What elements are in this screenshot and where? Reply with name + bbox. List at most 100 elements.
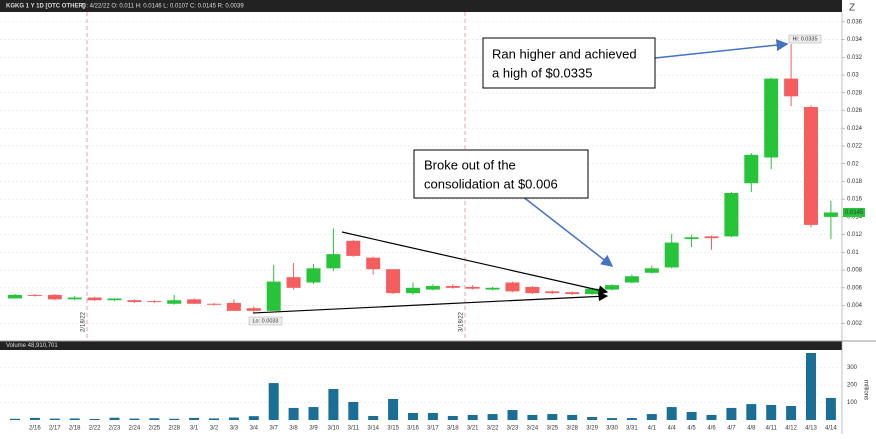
volume-bar [209,418,219,420]
volume-bar [408,413,418,420]
annotation-text: Broke out of the [424,157,516,172]
chart-subtitle: D: 4/22/22 O: 0.011 H: 0.0146 L: 0.0107 … [82,4,244,10]
volume-bar [467,414,478,420]
x-tick-label: 2/24 [129,426,141,432]
last-price-label: 0.0145 [845,210,864,216]
candle-body [465,286,480,289]
candle-body [326,254,341,269]
volume-bar [567,414,578,420]
volume-bar [607,418,617,420]
x-tick-label: 4/5 [687,426,696,432]
candle-body [207,303,221,305]
volume-bar [547,414,558,420]
x-tick-label: 3/3 [230,426,239,432]
x-tick-label: 3/7 [270,426,279,432]
volume-bar [49,418,60,420]
x-tick-label: 3/11 [348,426,360,432]
volume-bar [129,418,140,420]
candle-body [565,292,580,295]
candle-body [704,236,719,239]
volume-bar [706,414,717,420]
x-tick-label: 2/17 [49,426,61,432]
volume-header-bar [0,341,842,350]
x-tick-label: 2/18 [69,426,81,432]
trend-line [252,291,609,314]
candle-body [545,291,560,294]
x-tick-label: 3/2 [210,426,219,432]
y-tick-label: 0.034 [847,37,863,43]
candle-body [346,240,361,256]
x-tick-label: 3/17 [427,426,439,432]
event-label: 2/18/22 [81,311,87,332]
settings-icon[interactable]: Z [849,3,855,14]
x-tick-label: 4/4 [668,426,677,432]
header-bar [0,0,842,12]
candle-body [266,281,281,311]
candle-body [804,106,818,225]
volume-bar [368,415,379,420]
candle-body [366,257,381,270]
x-tick-label: 4/8 [747,426,756,432]
volume-bar [666,407,677,420]
candle-body [644,268,659,273]
volume-bar [746,404,757,420]
volume-bar [626,418,637,420]
volume-tick-label: 300 [847,365,858,371]
candle-body [386,269,401,294]
candle-body [306,268,321,283]
y-tick-label: 0.004 [847,303,863,309]
volume-bar [109,417,120,420]
volume-bar [487,414,498,420]
x-tick-label: 2/25 [148,426,160,432]
y-tick-label: 0.014 [847,214,863,220]
y-tick-label: 0.01 [847,250,859,256]
annotation-text: a high of $0.0335 [492,65,592,80]
candle-body [27,294,42,296]
x-tick-label: 2/16 [29,426,41,432]
volume-bar [825,397,836,420]
y-tick-label: 0.026 [847,108,863,114]
volume-bar [388,399,399,420]
candle-body [107,298,122,301]
x-tick-label: 4/1 [648,426,657,432]
y-tick-label: 0.012 [847,232,863,238]
volume-bar [268,383,279,420]
volume-bar [766,404,777,420]
x-tick-label: 3/4 [250,426,259,432]
event-label: 3/18/22 [459,311,465,332]
x-tick-label: 3/8 [289,426,298,432]
annotation-text: consolidation at $0.006 [424,176,558,191]
x-tick-label: 3/10 [328,426,340,432]
candle-body [87,297,102,301]
volume-bar [328,389,339,420]
volume-bar [308,407,319,420]
hi-label: Hi: 0.0335 [792,36,817,42]
lo-label-box [248,316,283,326]
candle-body [485,287,500,290]
volume-bar [189,417,200,420]
candle-body [664,242,679,268]
volume-bar [527,414,538,420]
x-tick-label: 3/31 [626,426,638,432]
volume-bar [10,418,20,420]
candle-body [525,286,540,294]
volume-bar [447,415,458,420]
volume-bar [29,417,40,420]
y-tick-label: 0.016 [847,197,863,203]
y-tick-label: 0.02 [847,161,859,167]
volume-bar [507,410,518,420]
x-tick-label: 4/12 [785,426,797,432]
arrow [521,195,614,267]
volume-axis-label: millions [862,380,868,400]
x-tick-label: 2/28 [168,426,180,432]
candle-body [147,301,162,303]
x-tick-label: 3/30 [606,426,618,432]
x-tick-label: 4/7 [727,426,736,432]
candle-body [425,286,440,290]
candle-body [47,294,62,300]
volume-tick-label: 200 [847,383,858,389]
candle-body [624,276,639,283]
volume-bar [149,418,160,420]
volume-bar [646,414,657,420]
